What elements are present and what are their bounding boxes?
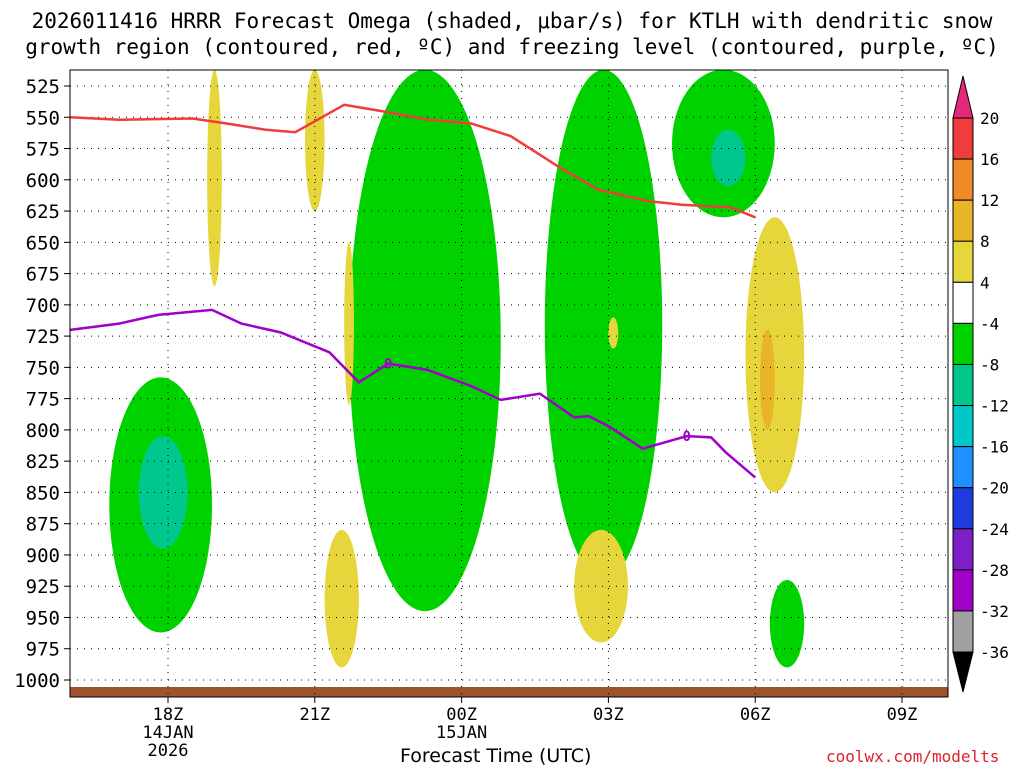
colorbar-label-0: 20: [980, 109, 999, 128]
colorbar-label-2: 12: [980, 191, 999, 210]
y-tick-label-825: 825: [26, 451, 60, 473]
y-tick-label-725: 725: [26, 326, 60, 348]
colorbar-swatch-4: [952, 281, 974, 324]
omega-region-1: [138, 436, 188, 549]
colorbar-swatch-6: [952, 363, 974, 407]
y-tick-label-700: 700: [26, 295, 60, 317]
colorbar-swatch-8: [952, 446, 974, 489]
omega-shading: [70, 70, 948, 697]
omega-region-7: [344, 242, 354, 405]
colorbar-label-12: -32: [980, 602, 1009, 621]
omega-region-12: [574, 529, 628, 643]
colorbar-top-arrow: [952, 75, 974, 119]
x-tick-label-06Z: 06Z: [740, 705, 771, 725]
colorbar-swatch-0: [952, 117, 974, 160]
y-tick-label-875: 875: [26, 514, 60, 536]
title-line-2: growth region (contoured, red, ºC) and f…: [25, 35, 999, 59]
omega-region-9: [745, 217, 805, 493]
dendritic-zone-line: [70, 103, 756, 219]
y-tick-label-625: 625: [26, 201, 60, 223]
omega-region-10: [760, 329, 775, 430]
colorbar-bottom-arrow: [952, 651, 974, 693]
y-tick-label-600: 600: [26, 170, 60, 192]
colorbar-label-4: 4: [980, 273, 990, 292]
colorbar-swatch-11: [952, 569, 974, 612]
omega-region-6: [769, 579, 805, 668]
y-tick-label-575: 575: [26, 139, 60, 161]
omega-region-11: [324, 529, 359, 668]
chart-title: 2026011416 HRRR Forecast Omega (shaded, …: [0, 8, 1024, 60]
freezing-level-label-1: 0: [682, 429, 690, 445]
colorbar-swatch-9: [952, 487, 974, 530]
freezing-level-line: [70, 308, 757, 479]
colorbar-label-10: -24: [980, 520, 1009, 539]
plot-frame: [69, 69, 949, 698]
y-tick-label-950: 950: [26, 607, 60, 629]
y-tick-label-775: 775: [26, 389, 60, 411]
colorbar-label-5: -4: [980, 314, 999, 333]
colorbar-label-1: 16: [980, 150, 999, 169]
colorbar-label-13: -36: [980, 643, 1009, 662]
freezing-level-label-0: 0: [384, 357, 392, 373]
contour-lines: 00: [70, 103, 757, 479]
y-tick-label-750: 750: [26, 357, 60, 379]
x-tick-label-09Z: 09Z: [887, 705, 918, 725]
colorbar-label-11: -28: [980, 561, 1009, 580]
y-tick-label-550: 550: [26, 107, 60, 129]
ground-strip: [70, 687, 948, 697]
colorbar-label-7: -12: [980, 397, 1009, 416]
colorbar-label-9: -20: [980, 479, 1009, 498]
colorbar-swatch-1: [952, 158, 974, 201]
x-tick-sublabel-18Z-0: 14JAN: [142, 723, 193, 743]
y-tick-label-900: 900: [26, 545, 60, 567]
y-tick-label-1000: 1000: [14, 670, 60, 692]
credit-link[interactable]: coolwx.com/modelts: [826, 747, 1000, 766]
y-tick-label-925: 925: [26, 576, 60, 598]
y-tick-label-675: 675: [26, 264, 60, 286]
x-tick-sublabel-00Z-0: 15JAN: [436, 723, 487, 743]
x-tick-label-03Z: 03Z: [593, 705, 624, 725]
x-axis-label: Forecast Time (UTC): [400, 745, 592, 767]
colorbar-swatch-2: [952, 199, 974, 242]
colorbar-label-8: -16: [980, 438, 1009, 457]
omega-region-3: [544, 70, 663, 580]
x-tick-label-00Z: 00Z: [446, 705, 477, 725]
x-tick-sublabel-18Z-1: 2026: [148, 741, 189, 761]
omega-region-13: [207, 70, 222, 287]
colorbar-label-3: 8: [980, 232, 990, 251]
colorbar-swatch-7: [952, 405, 974, 448]
y-tick-label-850: 850: [26, 482, 60, 504]
colorbar-swatch-12: [952, 610, 974, 653]
title-line-1: 2026011416 HRRR Forecast Omega (shaded, …: [31, 9, 993, 33]
y-tick-label-800: 800: [26, 420, 60, 442]
colorbar-swatch-10: [952, 528, 974, 571]
y-tick-label-975: 975: [26, 639, 60, 661]
colorbar-label-6: -8: [980, 355, 999, 374]
omega-region-2: [349, 70, 501, 612]
y-tick-label-650: 650: [26, 232, 60, 254]
x-tick-label-21Z: 21Z: [299, 705, 330, 725]
omega-region-5: [711, 129, 746, 187]
colorbar-swatch-3: [952, 240, 974, 283]
grid-lines: [70, 70, 948, 697]
y-tick-label-525: 525: [26, 76, 60, 98]
axes: 525 550 575 600 625 650 675 700 725 750 775 800 825 8…: [14, 69, 949, 761]
omega-region-8: [608, 317, 619, 349]
colorbar: 20 16 12 8 4 -4 -8 -12 -16 -20 -24 -28 -32 -36: [952, 75, 1009, 693]
x-tick-label-18Z: 18Z: [153, 705, 184, 725]
colorbar-swatch-5: [952, 322, 974, 365]
